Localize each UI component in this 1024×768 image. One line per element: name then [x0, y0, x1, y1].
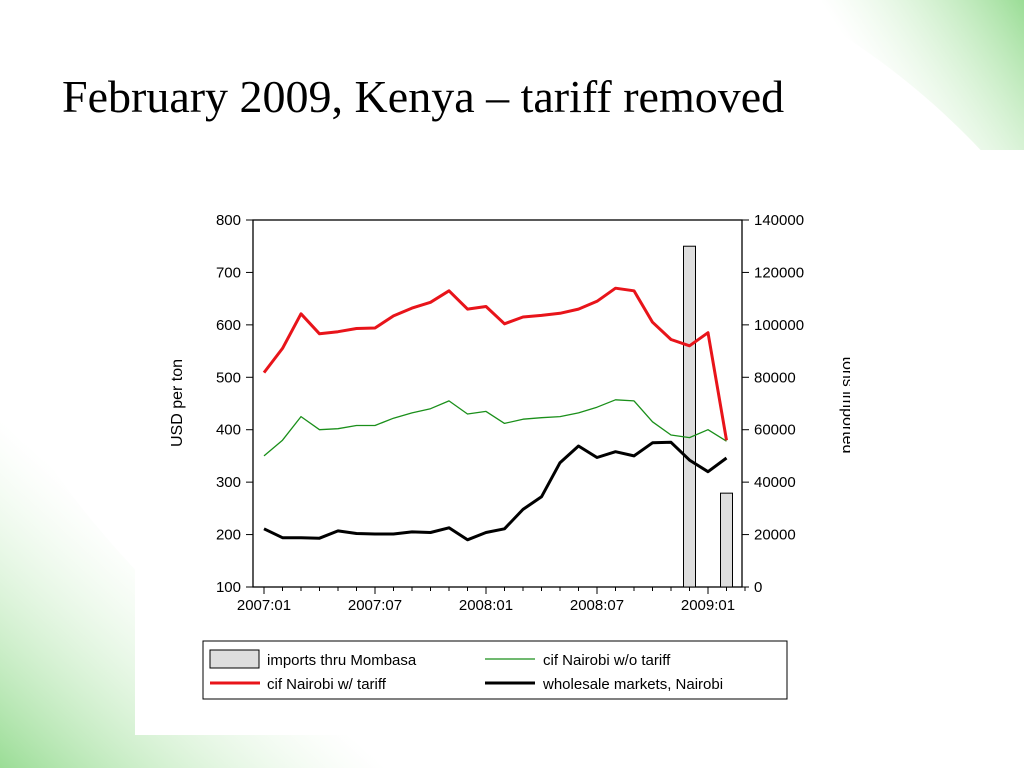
y-tick-label-right: 100000: [754, 317, 804, 334]
chart: 100 200 300 400 500 600 700 800 0 20000 40000 60000…: [169, 212, 850, 700]
bar-imports-mombasa: [683, 245, 696, 588]
x-tick-label: 2007:01: [237, 597, 291, 614]
legend-frame: [202, 640, 788, 700]
lines-group: [262, 286, 728, 542]
x-tick-label: 2008:01: [459, 597, 513, 614]
y-tick-label-right: 20000: [754, 527, 796, 544]
y-tick-label-left: 400: [216, 422, 241, 439]
bar-imports-mombasa: [720, 492, 733, 588]
legend-swatch-imports: [209, 649, 260, 669]
y-tick-label-right: 120000: [754, 264, 804, 281]
x-tick-label: 2009:01: [681, 597, 735, 614]
axes-group: 100 200 300 400 500 600 700 800 0 20000 40000 60000…: [216, 212, 804, 614]
x-tick-label: 2008:07: [570, 597, 624, 614]
y-tick-label-right: 80000: [754, 369, 796, 386]
y-tick-label-left: 200: [216, 527, 241, 544]
y-tick-label-right: 140000: [754, 212, 804, 229]
series-line-2: [262, 286, 728, 441]
y-tick-label-left: 100: [216, 579, 241, 596]
y-axis-title-left: USD per ton: [169, 359, 186, 447]
plot-frame: [252, 219, 743, 588]
y-tick-label-left: 500: [216, 369, 241, 386]
x-tick-label: 2007:07: [348, 597, 402, 614]
legend-label-cif-wo-tariff: cif Nairobi w/o tariff: [543, 652, 671, 669]
series-line-3: [263, 440, 728, 542]
plot-frame-group: [252, 219, 743, 588]
y-tick-label-right: 40000: [754, 474, 796, 491]
legend-label-wholesale: wholesale markets, Nairobi: [542, 676, 723, 693]
y-tick-label-left: 800: [216, 212, 241, 229]
y-tick-label-left: 600: [216, 317, 241, 334]
y-tick-label-left: 700: [216, 264, 241, 281]
legend-label-cif-w-tariff: cif Nairobi w/ tariff: [267, 676, 387, 693]
y-tick-label-left: 300: [216, 474, 241, 491]
bars-group: [683, 245, 733, 588]
slide-title: February 2009, Kenya – tariff removed: [62, 71, 785, 122]
series-line-1: [263, 399, 727, 457]
legend: imports thru Mombasa cif Nairobi w/o tar…: [202, 640, 788, 700]
y-axis-title-right: tons imported: [839, 357, 850, 454]
decor-swoosh-top-right: [780, 0, 1024, 200]
y-tick-label-right: 60000: [754, 422, 796, 439]
decor-swoosh-bottom-left: [0, 380, 430, 768]
content-panel: [135, 150, 1024, 735]
legend-label-imports: imports thru Mombasa: [267, 652, 417, 669]
y-tick-label-right: 0: [754, 579, 762, 596]
